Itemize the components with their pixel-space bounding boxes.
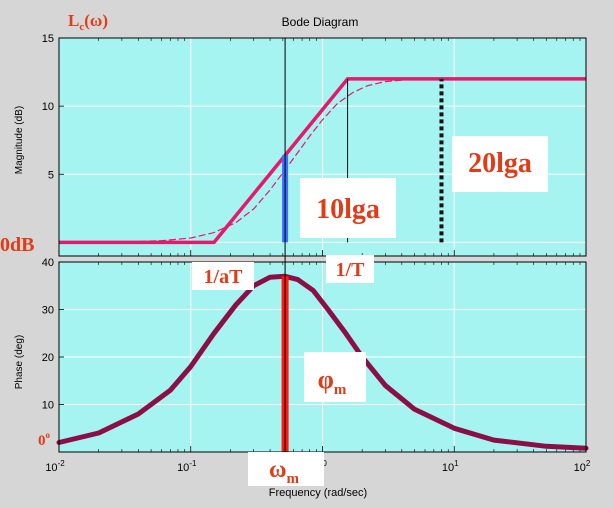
magnitude-asymptote xyxy=(59,77,586,245)
phase-curve xyxy=(56,273,589,451)
phi-m-box xyxy=(304,352,366,402)
lc-sub: c xyxy=(79,21,84,33)
omega-main: ω xyxy=(269,457,287,483)
ten-lga-box xyxy=(300,178,396,238)
phase-tick-label: 40 xyxy=(42,257,54,269)
lc-suffix: (ω) xyxy=(84,11,108,30)
zero-db-label: 0dB xyxy=(0,234,34,256)
phi-main: φ xyxy=(318,365,334,394)
magnitude-tick-label: 5 xyxy=(48,169,54,181)
lc-main: L xyxy=(68,11,79,30)
zero-deg-value: 0 xyxy=(38,433,46,449)
zero-deg-label: 0o xyxy=(38,430,51,449)
magnitude-actual-curve xyxy=(58,78,586,243)
one-over-t-label: 1/T xyxy=(336,259,366,281)
omega-m-box xyxy=(248,452,324,486)
ten-lga-label: 10lga xyxy=(316,194,380,225)
one-over-at-label: 1/aT xyxy=(204,266,244,288)
magnitude-series xyxy=(58,77,586,245)
one-over-t-box xyxy=(326,255,374,283)
magnitude-frame xyxy=(58,37,587,257)
phi-sub: m xyxy=(334,382,347,398)
magnitude-tick-label: 15 xyxy=(42,33,54,45)
lc-omega-label: Lc(ω) xyxy=(68,11,108,33)
phase-series xyxy=(56,273,589,451)
phase-tick-label: 10 xyxy=(42,400,54,412)
twenty-lga-label: 20lga xyxy=(468,148,532,179)
omega-m-label: ωm xyxy=(269,457,300,487)
phase-xlabel: Frequency (rad/sec) xyxy=(269,487,367,499)
phase-ylabel: Phase (deg) xyxy=(14,335,25,389)
chart-title: Bode Diagram xyxy=(282,15,359,29)
twenty-lga-box xyxy=(452,136,548,192)
one-over-at-box xyxy=(192,262,254,290)
phi-m-label: φm xyxy=(318,365,347,398)
omega-sub: m xyxy=(287,471,300,487)
phase-tick-label: 30 xyxy=(42,305,54,317)
magnitude-tick-label: 10 xyxy=(42,101,54,113)
phase-tick-label: 20 xyxy=(42,352,54,364)
magnitude-ylabel: Magnitude (dB) xyxy=(14,106,25,174)
